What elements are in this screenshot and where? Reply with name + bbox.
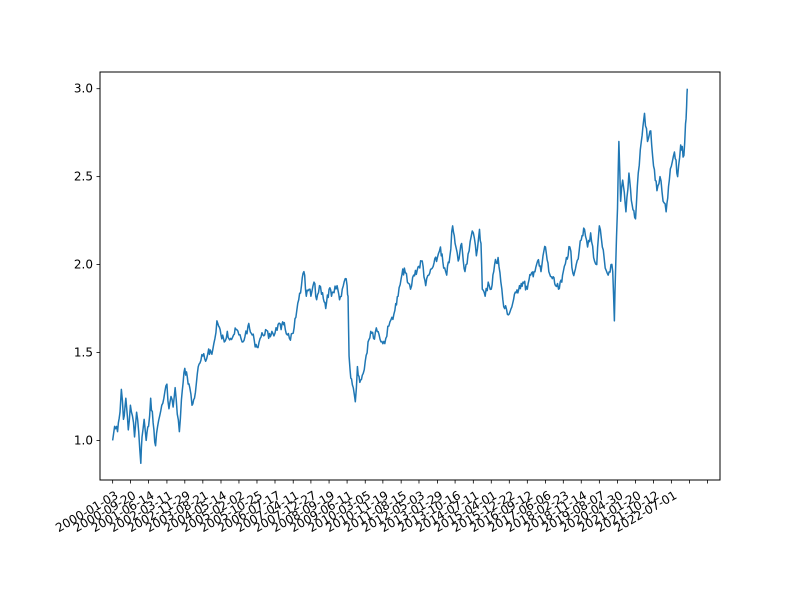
y-tick-label: 2.0 <box>74 258 93 272</box>
series-line <box>111 88 689 465</box>
y-axis: 1.0 1.5 2.0 2.5 3.0 <box>74 82 100 447</box>
y-tick-label: 3.0 <box>74 82 93 96</box>
plot-frame <box>99 71 721 481</box>
y-tick-label: 1.0 <box>74 433 93 447</box>
y-tick-label: 2.5 <box>74 170 93 184</box>
y-tick-label: 1.5 <box>74 346 93 360</box>
series-line-group <box>111 88 689 465</box>
x-axis: 2000-01-032000-09-202001-06-142002-03-11… <box>53 480 708 535</box>
